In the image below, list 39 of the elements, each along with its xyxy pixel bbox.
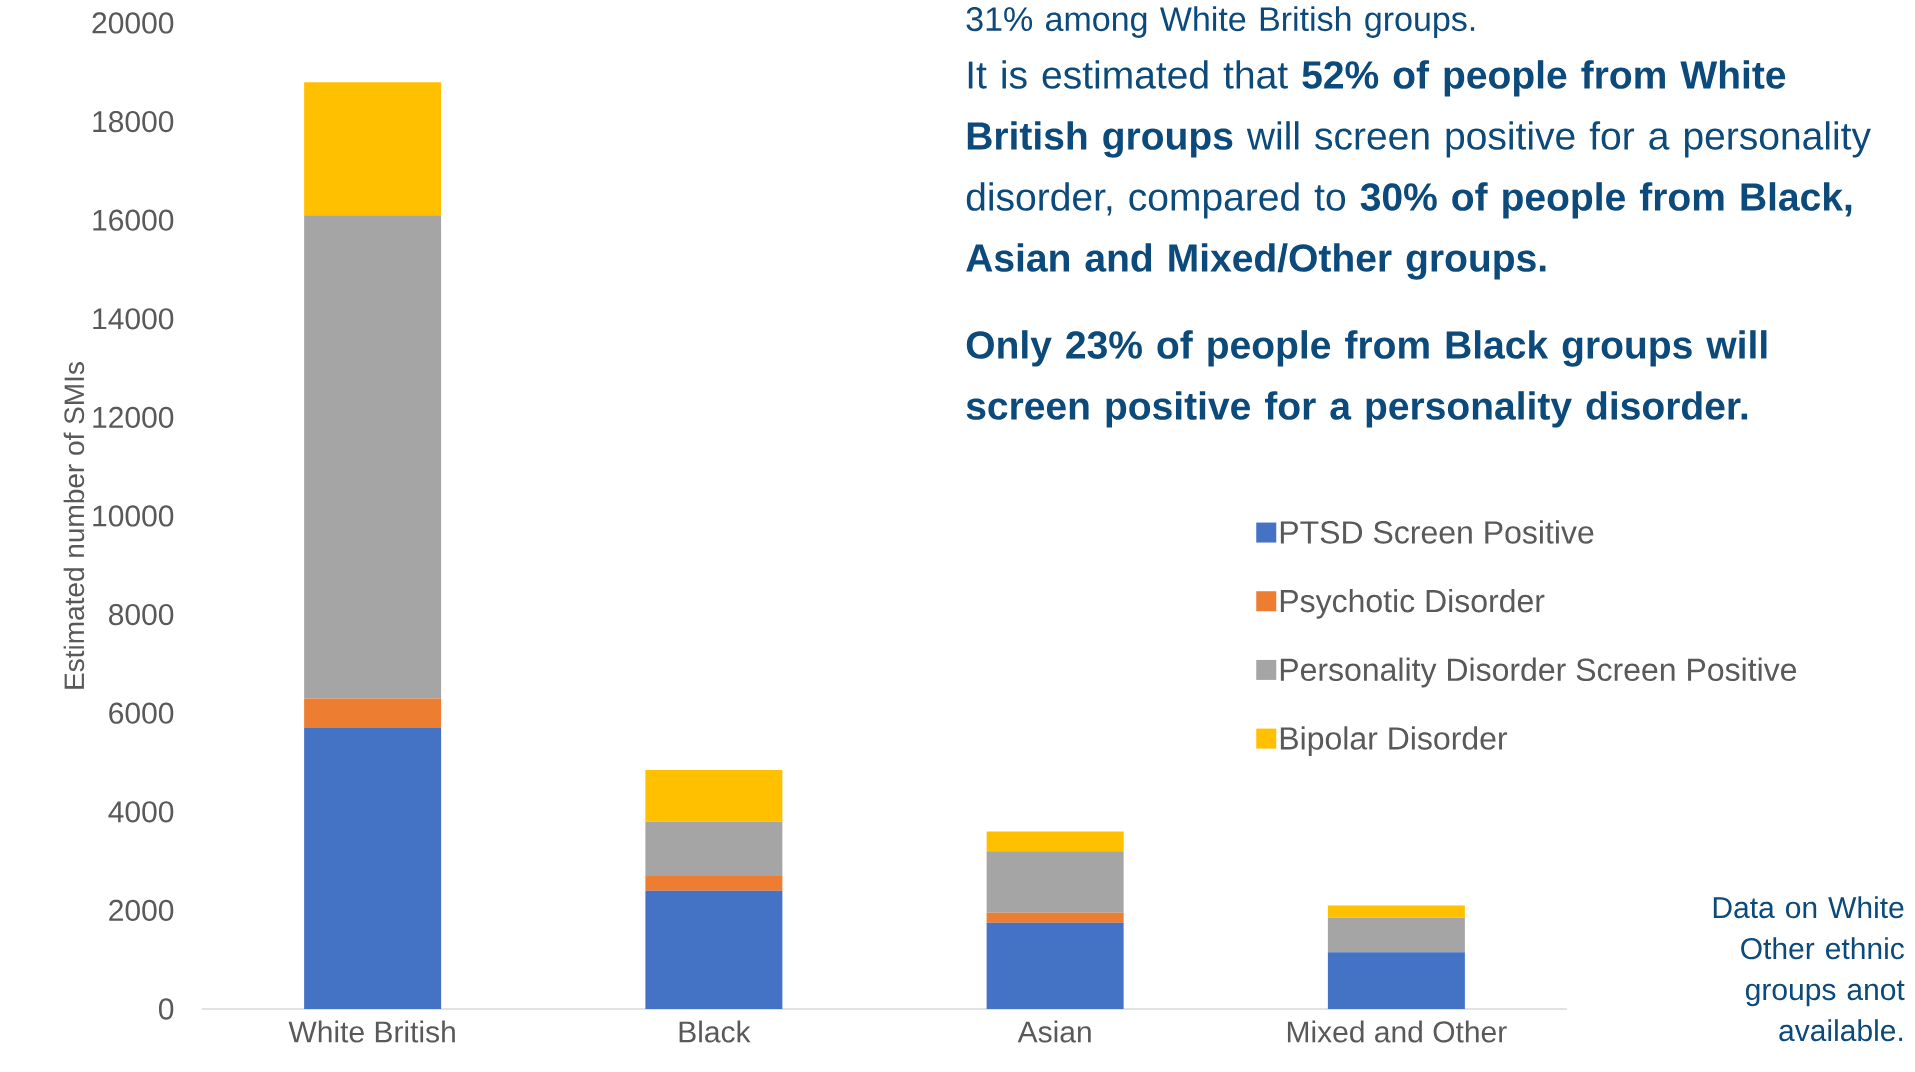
bar [1327,917,1465,953]
bar [645,821,783,876]
x-tick-label: Mixed and Other [1287,1020,1507,1043]
bar [986,912,1124,923]
bar [304,698,442,728]
text: It is estimated that 52% of people from White British groups will screen positive for a personality disorder, compared to 30% of people from Black, Asian and Mixed/Other groups. [966,60,1871,280]
legend-label: Bipolar Disorder [1280,726,1508,757]
y-tick-label: 4000 [108,801,174,823]
bar [986,851,1124,913]
y-tick-label: 16000 [93,209,174,231]
legend-label: Psychotic Disorder [1280,588,1545,619]
y-tick-label: 14000 [93,308,174,330]
legend-label: Personality Disorder Screen Positive [1280,657,1797,688]
annotation: 31% among White British groups. [966,6,1475,38]
x-tick-label: Black [679,1020,751,1043]
bar [645,875,783,891]
bar [304,82,442,216]
y-tick-label: 6000 [109,702,174,724]
y-tick-label: 12000 [93,406,174,429]
bar [304,215,442,699]
bar [645,890,783,1009]
bar [986,922,1124,1009]
bar [645,769,783,822]
bar [1327,952,1465,1009]
y-axis-title: Estimated number of SMIs [63,362,85,689]
bar [986,831,1124,852]
bar [1327,905,1465,918]
y-tick-label: 10000 [93,505,174,527]
y-tick-label: 8000 [109,603,174,626]
y-tick-label: 18000 [93,110,174,133]
bar [304,727,442,1009]
y-tick-label: 0 [158,998,174,1020]
x-tick-label: White British [288,1020,455,1043]
annotation: Only 23% of people from Black groups will screen positive for a personality disorder. [966,330,1767,428]
legend-label: PTSD Screen Positive [1280,520,1594,544]
y-tick-label: 20000 [92,12,174,34]
text: Data on White Other ethnic groups anot available. [1713,896,1905,1042]
x-tick-label: Asian [1017,1020,1091,1043]
y-tick-label: 2000 [109,899,174,922]
